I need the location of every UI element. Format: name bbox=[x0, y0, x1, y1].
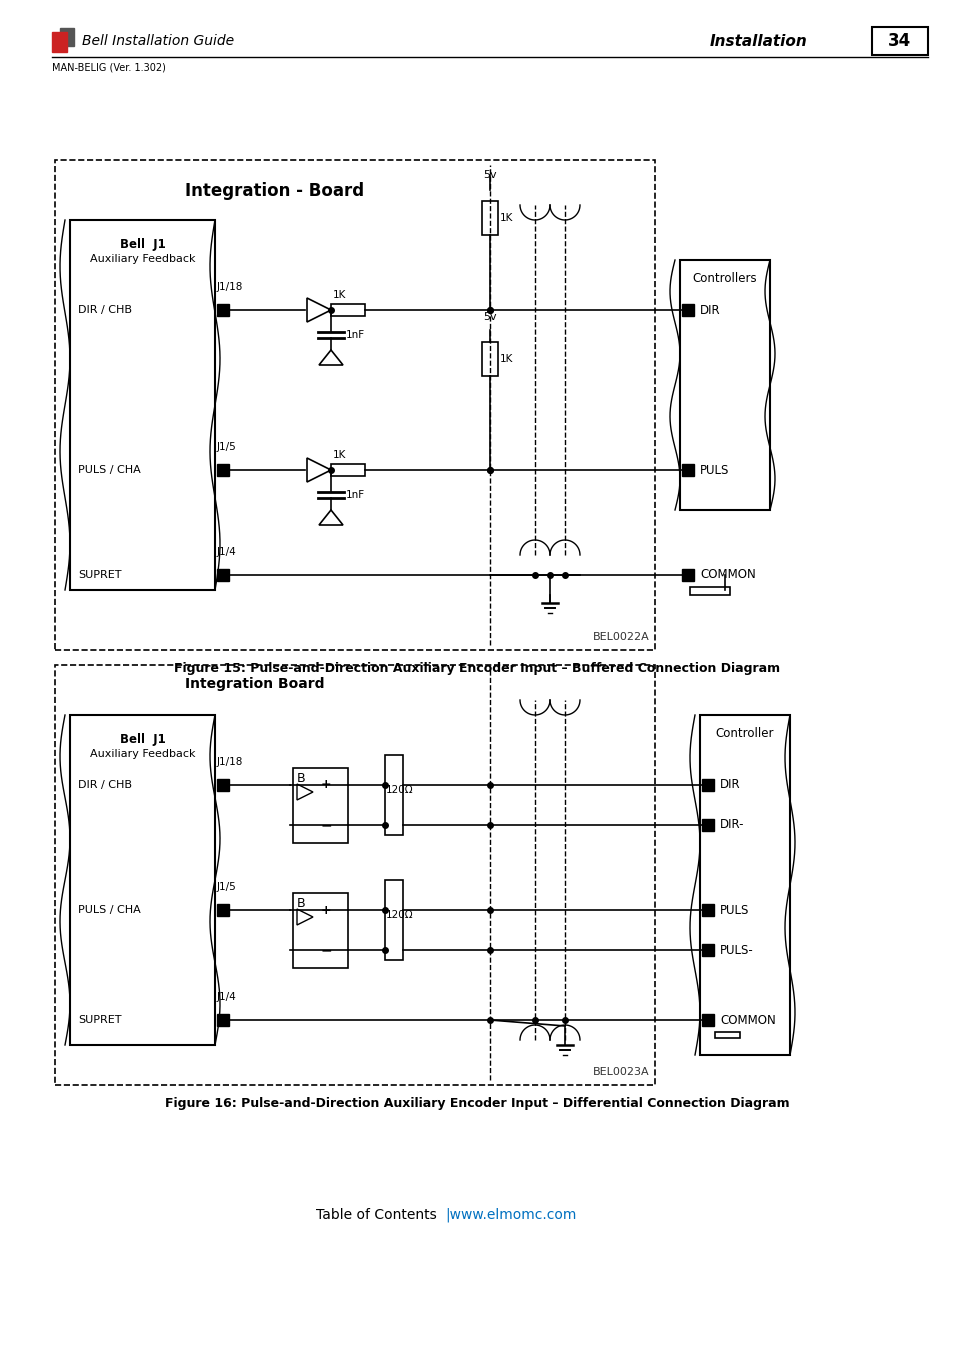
Bar bbox=[701, 1014, 713, 1026]
Text: Bell  J1: Bell J1 bbox=[119, 733, 165, 747]
Text: 120Ω: 120Ω bbox=[386, 784, 414, 795]
Text: Figure 16: Pulse-and-Direction Auxiliary Encoder Input – Differential Connection: Figure 16: Pulse-and-Direction Auxiliary… bbox=[165, 1098, 788, 1110]
Text: Table of Contents: Table of Contents bbox=[315, 1208, 436, 1222]
Text: Auxiliary Feedback: Auxiliary Feedback bbox=[90, 254, 195, 265]
Text: J1/18: J1/18 bbox=[216, 282, 243, 292]
Text: SUPRET: SUPRET bbox=[78, 570, 121, 580]
Text: PULS / CHA: PULS / CHA bbox=[78, 904, 141, 915]
Bar bbox=[701, 779, 713, 791]
Text: 5v: 5v bbox=[482, 170, 497, 180]
Bar bbox=[871, 27, 927, 55]
Text: Bell Installation Guide: Bell Installation Guide bbox=[82, 34, 233, 49]
Text: MAN-BELIG (Ver. 1.302): MAN-BELIG (Ver. 1.302) bbox=[52, 62, 166, 72]
Bar bbox=[216, 779, 229, 791]
Bar bbox=[714, 1031, 740, 1038]
Text: 1K: 1K bbox=[499, 354, 513, 364]
Text: 34: 34 bbox=[887, 32, 911, 50]
Bar bbox=[331, 304, 365, 316]
Bar bbox=[55, 666, 655, 1085]
Bar bbox=[681, 568, 693, 580]
Text: 1nF: 1nF bbox=[346, 329, 365, 340]
Text: DIR-: DIR- bbox=[720, 818, 743, 832]
Bar bbox=[331, 464, 365, 477]
Text: 5v: 5v bbox=[482, 312, 497, 323]
Text: J1/18: J1/18 bbox=[216, 757, 243, 767]
Bar bbox=[481, 201, 497, 235]
Bar bbox=[52, 32, 67, 53]
Text: SUPRET: SUPRET bbox=[78, 1015, 121, 1025]
Text: PULS: PULS bbox=[720, 903, 749, 917]
Text: −: − bbox=[320, 944, 333, 957]
Text: Controllers: Controllers bbox=[692, 271, 757, 285]
Text: Controller: Controller bbox=[715, 728, 774, 740]
Bar bbox=[293, 768, 348, 842]
Bar bbox=[70, 220, 214, 590]
Bar bbox=[701, 819, 713, 832]
Text: 1nF: 1nF bbox=[346, 490, 365, 500]
Text: DIR / CHB: DIR / CHB bbox=[78, 305, 132, 315]
Text: J1/4: J1/4 bbox=[216, 992, 236, 1002]
Text: B: B bbox=[296, 772, 305, 784]
Bar bbox=[679, 261, 769, 510]
Bar bbox=[385, 880, 402, 960]
Text: Bell  J1: Bell J1 bbox=[119, 238, 165, 251]
Text: Integration Board: Integration Board bbox=[185, 676, 324, 691]
Text: PULS / CHA: PULS / CHA bbox=[78, 464, 141, 475]
Bar bbox=[216, 1014, 229, 1026]
Text: 1K: 1K bbox=[499, 213, 513, 223]
Bar bbox=[55, 161, 655, 649]
Text: J1/5: J1/5 bbox=[216, 882, 236, 892]
Bar bbox=[681, 464, 693, 477]
Text: Integration - Board: Integration - Board bbox=[185, 182, 364, 200]
Text: COMMON: COMMON bbox=[720, 1014, 775, 1026]
Text: B: B bbox=[296, 896, 305, 910]
Bar bbox=[689, 587, 729, 595]
Text: DIR / CHB: DIR / CHB bbox=[78, 780, 132, 790]
Text: Figure 15: Pulse-and-Direction Auxiliary Encoder Input – Buffered Connection Dia: Figure 15: Pulse-and-Direction Auxiliary… bbox=[173, 662, 780, 675]
Text: Auxiliary Feedback: Auxiliary Feedback bbox=[90, 749, 195, 759]
Bar bbox=[216, 464, 229, 477]
Text: J1/5: J1/5 bbox=[216, 441, 236, 452]
Bar bbox=[700, 716, 789, 1054]
Text: Installation: Installation bbox=[709, 34, 807, 49]
Bar bbox=[60, 28, 74, 46]
Bar bbox=[385, 755, 402, 836]
Text: J1/4: J1/4 bbox=[216, 547, 236, 558]
Bar bbox=[216, 304, 229, 316]
Text: BEL0023A: BEL0023A bbox=[593, 1066, 649, 1077]
Bar bbox=[481, 342, 497, 377]
Bar bbox=[701, 904, 713, 917]
Text: COMMON: COMMON bbox=[700, 568, 755, 582]
Text: PULS-: PULS- bbox=[720, 944, 753, 957]
Text: DIR: DIR bbox=[720, 779, 740, 791]
Text: |www.elmomc.com: |www.elmomc.com bbox=[444, 1208, 576, 1222]
Text: BEL0022A: BEL0022A bbox=[593, 632, 649, 643]
Text: 1K: 1K bbox=[333, 450, 346, 460]
Text: PULS: PULS bbox=[700, 463, 729, 477]
Bar bbox=[681, 304, 693, 316]
Bar bbox=[701, 944, 713, 956]
Text: −: − bbox=[320, 818, 333, 832]
Text: DIR: DIR bbox=[700, 304, 720, 316]
Bar bbox=[216, 904, 229, 917]
Bar bbox=[70, 716, 214, 1045]
Text: 1K: 1K bbox=[333, 290, 346, 300]
Text: +: + bbox=[320, 903, 332, 917]
Text: +: + bbox=[320, 779, 332, 791]
Bar bbox=[216, 568, 229, 580]
Bar bbox=[293, 892, 348, 968]
Text: 120Ω: 120Ω bbox=[386, 910, 414, 919]
